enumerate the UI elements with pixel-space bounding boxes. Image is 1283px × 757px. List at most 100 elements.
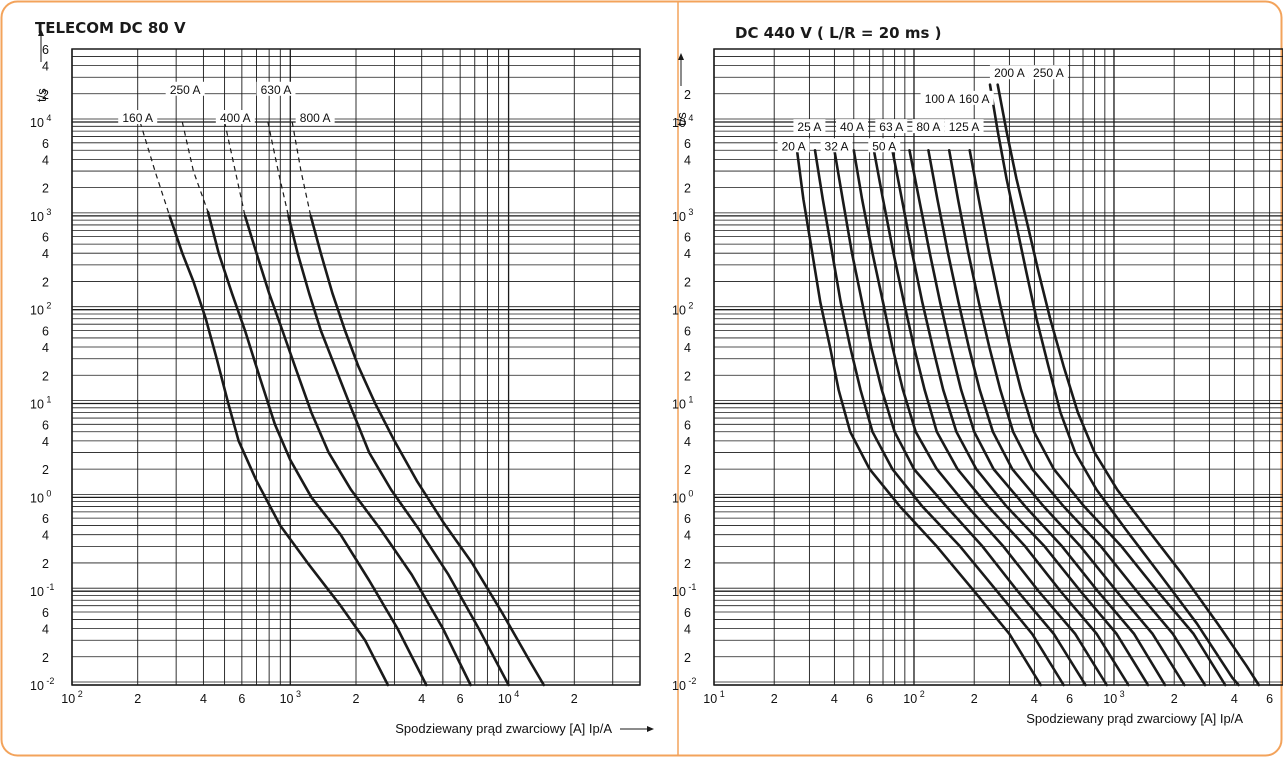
series-label-bg xyxy=(295,110,335,125)
y-tick-label: 4 xyxy=(684,529,691,543)
series-label-bg xyxy=(1028,65,1068,80)
y-tick-label: 2 xyxy=(42,182,49,196)
y-tick-label: 6 xyxy=(42,137,49,151)
series-line xyxy=(968,149,1227,687)
x-tick-label: 4 xyxy=(1231,692,1238,706)
y-axis-arrow-head xyxy=(678,53,684,60)
series-line xyxy=(287,214,510,687)
series-label: 800 A xyxy=(300,111,331,125)
y-tick-label: 6 xyxy=(42,606,49,620)
x-tick-label: 4 xyxy=(200,692,207,706)
y-tick-label: 4 xyxy=(684,341,691,355)
y-tick-label: 2 xyxy=(42,369,49,383)
series-label-bg xyxy=(820,138,853,153)
x-tick-label: 10 4 xyxy=(498,689,519,706)
y-tick-label: 6 xyxy=(684,137,691,151)
y-tick-label: 4 xyxy=(42,60,49,74)
y-tick-label: 2 xyxy=(684,651,691,665)
y-tick-label: 6 xyxy=(684,324,691,338)
y-tick-label: 6 xyxy=(42,43,49,57)
y-tick-label: 2 xyxy=(684,463,691,477)
series-line xyxy=(908,149,1167,687)
y-tick-label: 6 xyxy=(42,512,49,526)
series-label-bg xyxy=(920,90,960,105)
y-tick-label: 10 0 xyxy=(672,488,693,505)
x-tick-label: 2 xyxy=(134,692,141,706)
y-tick-label: 6 xyxy=(684,606,691,620)
series-label-bg xyxy=(215,110,255,125)
series-label-bg xyxy=(793,119,826,134)
x-tick-label: 10 1 xyxy=(703,689,724,706)
series-line xyxy=(206,210,428,687)
grid xyxy=(713,48,1283,686)
series-label: 50 A xyxy=(872,139,896,153)
series-label: 20 A xyxy=(782,139,806,153)
x-tick-label: 10 2 xyxy=(61,689,82,706)
x-tick-label: 6 xyxy=(866,692,873,706)
y-tick-label: 4 xyxy=(42,153,49,167)
y-tick-label: 2 xyxy=(42,275,49,289)
series-label: 400 A xyxy=(220,111,251,125)
y-tick-label: 6 xyxy=(684,512,691,526)
series-label-bg xyxy=(912,119,945,134)
series-label-bg xyxy=(875,119,908,134)
y-tick-label: 10 3 xyxy=(672,207,693,224)
x-tick-label: 4 xyxy=(831,692,838,706)
y-tick-label: 6 xyxy=(684,231,691,245)
series-label-bg xyxy=(256,81,296,96)
y-tick-label: 2 xyxy=(42,463,49,477)
series-label: 25 A xyxy=(797,120,821,134)
chart-title: TELECOM DC 80 V xyxy=(35,19,186,37)
x-tick-label: 2 xyxy=(971,692,978,706)
x-tick-label: 2 xyxy=(1171,692,1178,706)
y-tick-label: 4 xyxy=(42,247,49,261)
chart-title: DC 440 V ( L/R = 20 ms ) xyxy=(735,24,941,42)
series-label-bg xyxy=(118,110,158,125)
y-tick-label: 6 xyxy=(42,231,49,245)
y-tick-label: 6 xyxy=(42,418,49,432)
x-tick-label: 6 xyxy=(1066,692,1073,706)
y-tick-label: 4 xyxy=(42,341,49,355)
series-line xyxy=(927,149,1186,687)
y-tick-label: 4 xyxy=(42,623,49,637)
series-line xyxy=(309,214,546,687)
chart-dc-440v: DC 440 V ( L/R = 20 ms ) 2 10 4 6 4 2 10 3 6 4 2 1… xyxy=(672,24,1283,726)
y-tick-label: 2 xyxy=(684,369,691,383)
x-axis-label: Spodziewany prąd zwarciowy [A] Ip/A xyxy=(1026,711,1243,726)
series-label: 125 A xyxy=(949,120,980,134)
series-line xyxy=(833,149,1087,687)
x-tick-label: 10 3 xyxy=(1103,689,1124,706)
x-tick-label: 6 xyxy=(457,692,464,706)
y-tick-label: 6 xyxy=(42,324,49,338)
series-line xyxy=(813,149,1065,687)
series-label: 40 A xyxy=(840,120,864,134)
y-tick-label: 10 3 xyxy=(30,207,51,224)
series-label-bg xyxy=(777,138,810,153)
y-axis-label: t/s xyxy=(674,112,689,126)
y-tick-label: 10 1 xyxy=(672,395,693,412)
y-tick-label: 10 2 xyxy=(30,301,51,318)
series-label: 160 A xyxy=(122,111,153,125)
x-axis-arrow-head xyxy=(647,726,654,732)
series-dashed-line xyxy=(139,121,171,216)
series-label-bg xyxy=(836,119,869,134)
y-axis-label: t/s xyxy=(34,88,49,102)
series-label: 100 A xyxy=(925,92,956,106)
series-line xyxy=(795,149,1042,687)
x-tick-label: 2 xyxy=(771,692,778,706)
series-line xyxy=(988,83,1240,687)
x-tick-label: 6 xyxy=(238,692,245,706)
chart-telecom-dc-80v: TELECOM DC 80 V 6 4 2 10 4 6 4 2 10 3 6 4 2 10 2 6 4 2 1… xyxy=(30,19,654,736)
y-tick-label: 10 -2 xyxy=(30,676,54,693)
series-line xyxy=(852,149,1108,687)
y-tick-label: 4 xyxy=(684,247,691,261)
plot-frame xyxy=(713,48,1283,686)
y-tick-label: 10 2 xyxy=(672,301,693,318)
grid xyxy=(71,48,641,686)
y-tick-label: 2 xyxy=(684,88,691,102)
series-line xyxy=(891,149,1150,687)
series-dashed-line xyxy=(181,121,209,213)
series-dashed-line xyxy=(267,121,289,216)
